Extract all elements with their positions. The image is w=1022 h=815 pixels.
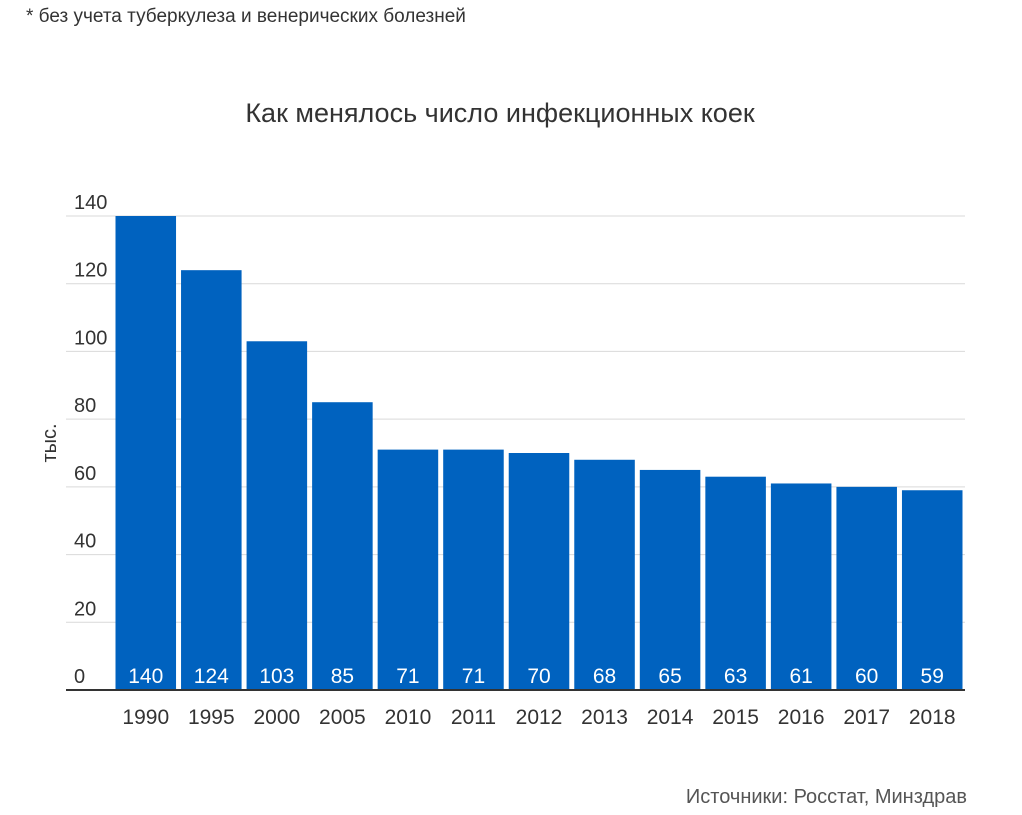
y-tick-label: 40 [74, 531, 96, 553]
source-note: Источники: Росстат, Минздрав [685, 786, 967, 808]
footnote: * без учета туберкулеза и венерических б… [26, 6, 466, 27]
bar [705, 476, 766, 690]
data-label: 68 [593, 665, 616, 688]
y-tick-label: 0 [74, 666, 85, 688]
y-tick-label: 140 [74, 192, 107, 214]
bar [508, 453, 570, 690]
y-axis-label: тыс. [39, 423, 61, 462]
x-tick-label: 2013 [581, 706, 628, 729]
y-tick-label: 100 [74, 327, 107, 349]
x-tick-label: 1990 [122, 706, 169, 729]
bar [639, 469, 701, 690]
bar [246, 341, 308, 690]
data-label: 65 [658, 665, 681, 688]
x-tick-label: 2005 [319, 706, 366, 729]
y-tick-label: 80 [74, 395, 96, 417]
data-label: 140 [128, 665, 163, 688]
x-tick-label: 1995 [188, 706, 235, 729]
data-label: 59 [921, 665, 944, 688]
data-label: 71 [396, 665, 419, 688]
x-tick-label: 2000 [253, 706, 300, 729]
bar [901, 490, 963, 690]
bar [115, 216, 177, 690]
y-tick-label: 60 [74, 463, 96, 485]
bar [377, 449, 439, 690]
data-label: 70 [527, 665, 550, 688]
y-tick-label: 20 [74, 598, 96, 620]
x-tick-label: 2018 [909, 706, 956, 729]
data-label: 103 [259, 665, 294, 688]
data-label: 71 [462, 665, 485, 688]
x-tick-label: 2017 [843, 706, 890, 729]
x-tick-label: 2016 [778, 706, 825, 729]
data-label: 124 [194, 665, 229, 688]
data-label: 85 [331, 665, 354, 688]
bar [836, 486, 897, 690]
data-label: 60 [855, 665, 878, 688]
data-label: 63 [724, 665, 747, 688]
x-tick-label: 2010 [385, 706, 432, 729]
bar [312, 402, 373, 690]
chart-title: Как менялось число инфекционных коек [245, 98, 755, 128]
bar [443, 449, 504, 690]
x-tick-label: 2015 [712, 706, 759, 729]
x-tick-label: 2014 [647, 706, 694, 729]
bar [770, 483, 832, 690]
x-tick-label: 2011 [451, 706, 496, 729]
bar [181, 270, 242, 690]
data-label: 61 [789, 665, 812, 688]
bar [574, 459, 635, 690]
x-tick-label: 2012 [516, 706, 563, 729]
y-tick-label: 120 [74, 260, 107, 282]
